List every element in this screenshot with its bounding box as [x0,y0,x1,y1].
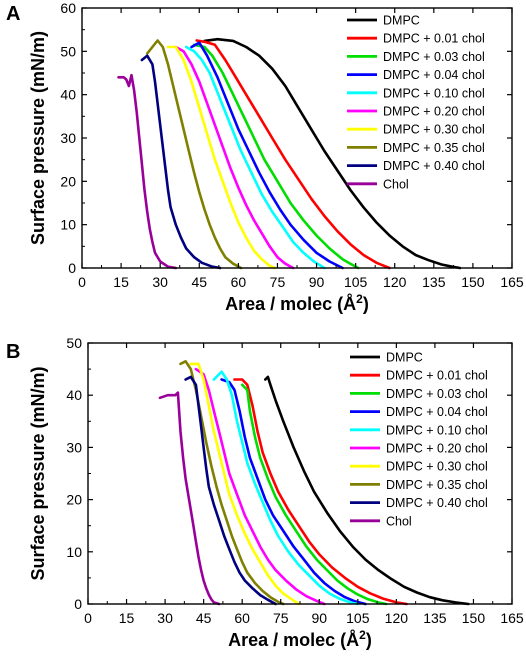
y-tick-label: 20 [66,492,82,508]
x-tick-label: 150 [461,274,485,290]
legend-entry: DMPC + 0.01 chol [383,32,485,46]
series-line-2 [240,383,388,606]
x-tick-label: 105 [346,610,370,626]
series-line-3 [190,41,344,270]
series-line-6 [166,45,277,270]
x-tick-label: 45 [191,274,207,290]
legend-entry: DMPC + 0.04 chol [383,68,485,82]
y-tick-label: 0 [68,260,76,276]
y-tick-label: 30 [60,130,76,146]
series-line-6 [189,362,300,606]
x-tick-label: 90 [311,610,327,626]
legend-entry: DMPC + 0.40 chol [383,159,485,173]
x-tick-label: 45 [196,610,212,626]
legend-entry: DMPC + 0.30 chol [383,123,485,137]
x-tick-label: 60 [234,610,250,626]
x-tick-label: 75 [273,610,289,626]
legend-entry: DMPC + 0.03 chol [383,50,485,64]
legend-entry: Chol [386,514,412,528]
x-tick-label: 90 [309,274,325,290]
x-tick-label: 150 [462,610,486,626]
x-tick-label: 15 [119,610,135,626]
legend-entry: DMPC + 0.35 chol [386,478,488,492]
y-tick-label: 40 [66,387,82,403]
x-tick-label: 30 [152,274,168,290]
series-line-0 [264,375,470,606]
y-tick-label: 50 [66,335,82,351]
series-line-3 [220,378,367,606]
legend-entry: DMPC + 0.10 chol [386,423,488,437]
x-tick-label: 120 [385,610,409,626]
y-tick-label: 50 [60,43,76,59]
panel-label: A [6,3,20,25]
legend-entry: DMPC + 0.04 chol [386,405,488,419]
x-tick-label: 30 [157,610,173,626]
legend-entry: DMPC + 0.30 chol [386,460,488,474]
x-tick-label: 0 [84,610,92,626]
y-tick-label: 30 [66,439,82,455]
series-line-0 [203,37,462,270]
legend-entry: DMPC [383,14,420,28]
series-line-5 [194,367,326,606]
legend-entry: DMPC + 0.20 chol [383,105,485,119]
x-tick-label: 135 [423,610,447,626]
series-line-1 [195,39,391,270]
series-line-2 [192,43,360,270]
plot-frame [81,7,513,269]
x-axis-label: Area / molec (Å2) [228,628,372,650]
x-tick-label: 0 [78,274,86,290]
y-tick-label: 10 [66,544,82,560]
series-line-9 [158,391,221,606]
x-axis-label: Area / molec (Å2) [225,292,369,314]
x-tick-label: 120 [383,274,407,290]
x-tick-label: 165 [500,274,524,290]
legend-entry: DMPC + 0.35 chol [383,141,485,155]
legend-entry: DMPC + 0.20 chol [386,442,488,456]
legend-entry: DMPC + 0.10 chol [383,86,485,100]
y-axis-label: Surface pressure (mN/m) [28,31,48,245]
legend-entry: DMPC + 0.03 chol [386,387,488,401]
series-line-8 [184,375,277,606]
chart-panel-b: B 0 15 30 45 60 75 90 105 120 135 150 165 0 10 20 30 40 50… [6,335,524,650]
y-tick-label: 60 [60,0,76,16]
legend-entry: Chol [383,177,409,191]
x-tick-label: 135 [422,274,446,290]
series-line-5 [174,45,295,270]
series-line-1 [233,378,408,606]
panel-label: B [6,341,20,363]
y-tick-label: 40 [60,87,76,103]
x-tick-label: 105 [344,274,368,290]
chart-panel-a: A 0 15 30 45 60 75 90 105 120 135 150 165 0 10 20 30 40 50… [6,0,524,314]
series-line-4 [212,370,360,606]
legend-entry: DMPC [386,351,423,365]
x-tick-label: 75 [270,274,286,290]
y-axis-label: Surface pressure (mN/m) [28,366,48,580]
y-tick-label: 20 [60,173,76,189]
series-line-7 [145,39,243,270]
series-line-8 [140,54,222,270]
x-tick-label: 165 [500,610,524,626]
x-tick-label: 60 [231,274,247,290]
y-tick-label: 0 [74,596,82,612]
series-line-9 [117,73,178,270]
x-tick-label: 15 [113,274,129,290]
y-tick-label: 10 [60,217,76,233]
legend-entry: DMPC + 0.40 chol [386,496,488,510]
legend-entry: DMPC + 0.01 chol [386,369,488,383]
series-line-4 [184,45,326,270]
